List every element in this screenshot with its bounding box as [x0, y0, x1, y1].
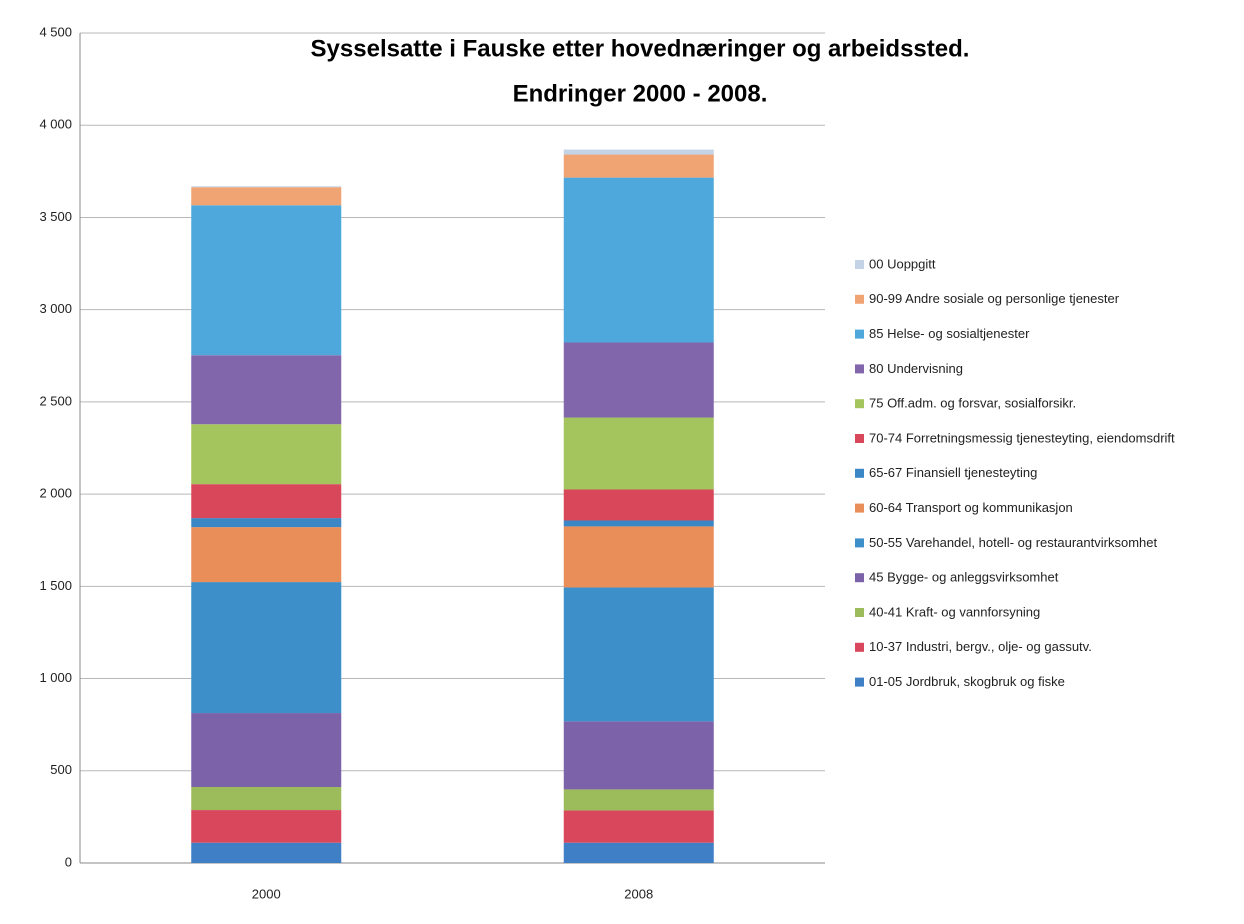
bar-segment — [563, 587, 714, 722]
bar-segment — [563, 342, 714, 418]
bar-segment — [563, 154, 714, 178]
chart-title: Sysselsatte i Fauske etter hovednæringer… — [311, 35, 970, 62]
bar-segment — [191, 810, 342, 843]
legend-label: 60-64 Transport og kommunikasjon — [869, 500, 1073, 515]
y-tick-label: 2 000 — [39, 486, 72, 501]
bar-segment — [191, 205, 342, 356]
bar-segment — [191, 787, 342, 811]
legend-swatch — [855, 294, 864, 304]
y-tick-label: 3 500 — [39, 209, 72, 224]
bar-segment — [191, 527, 342, 583]
legend-swatch — [855, 503, 864, 513]
y-tick-label: 0 — [65, 854, 72, 869]
bar-segment — [563, 520, 714, 527]
legend-label: 70-74 Forretningsmessig tjenesteyting, e… — [869, 430, 1175, 445]
legend-label: 80 Undervisning — [869, 361, 963, 376]
legend-label: 85 Helse- og sosialtjenester — [869, 326, 1030, 341]
y-tick-label: 1 000 — [39, 670, 72, 685]
y-tick-label: 4 500 — [39, 24, 72, 39]
y-tick-label: 3 000 — [39, 301, 72, 316]
x-tick-label: 2000 — [252, 886, 281, 901]
bar-segment — [191, 424, 342, 485]
bar-segment — [563, 177, 714, 343]
bar-segment — [563, 526, 714, 588]
y-tick-label: 4 000 — [39, 117, 72, 132]
legend-swatch — [855, 329, 864, 339]
bar-segment — [191, 484, 342, 519]
legend-swatch — [855, 468, 864, 478]
bar-segment — [563, 417, 714, 490]
bar-segment — [191, 187, 342, 206]
legend-label: 40-41 Kraft- og vannforsyning — [869, 604, 1040, 619]
legend-label: 01-05 Jordbruk, skogbruk og fiske — [869, 674, 1065, 689]
bar-segment — [191, 582, 342, 714]
bar-segment — [563, 810, 714, 843]
bar-segment — [563, 789, 714, 811]
legend-label: 50-55 Varehandel, hotell- og restaurantv… — [869, 535, 1157, 550]
bar-segment — [563, 721, 714, 790]
y-tick-label: 1 500 — [39, 578, 72, 593]
bar-segment — [191, 842, 342, 863]
bar-segment — [563, 149, 714, 155]
x-tick-label: 2008 — [624, 886, 653, 901]
bar-segment — [191, 518, 342, 528]
legend-swatch — [855, 364, 864, 374]
bar-segment — [191, 355, 342, 425]
legend-swatch — [855, 260, 864, 269]
bar-segment — [191, 186, 342, 188]
legend-swatch — [855, 399, 864, 409]
y-tick-label: 500 — [50, 762, 72, 777]
legend-label: 00 Uoppgitt — [869, 256, 936, 271]
legend-swatch — [855, 538, 864, 548]
legend-label: 45 Bygge- og anleggsvirksomhet — [869, 570, 1059, 585]
bar-segment — [191, 713, 342, 788]
chart-subtitle: Endringer 2000 - 2008. — [513, 80, 768, 107]
legend-label: 75 Off.adm. og forsvar, sosialforsikr. — [869, 396, 1076, 411]
legend-swatch — [855, 642, 864, 652]
bar-segment — [563, 842, 714, 863]
legend-swatch — [855, 608, 864, 617]
legend-label: 90-99 Andre sosiale og personlige tjenes… — [869, 291, 1120, 306]
bar-segment — [563, 489, 714, 521]
legend-label: 65-67 Finansiell tjenesteyting — [869, 465, 1037, 480]
legend-swatch — [855, 434, 864, 443]
y-tick-label: 2 500 — [39, 393, 72, 408]
plot: 0 500 1 000 1 500 2 000 2 500 3 000 3 500 4 000 4… — [39, 24, 1175, 901]
legend-swatch — [855, 573, 864, 583]
legend-label: 10-37 Industri, bergv., olje- og gassutv… — [869, 639, 1092, 654]
legend-swatch — [855, 677, 864, 687]
